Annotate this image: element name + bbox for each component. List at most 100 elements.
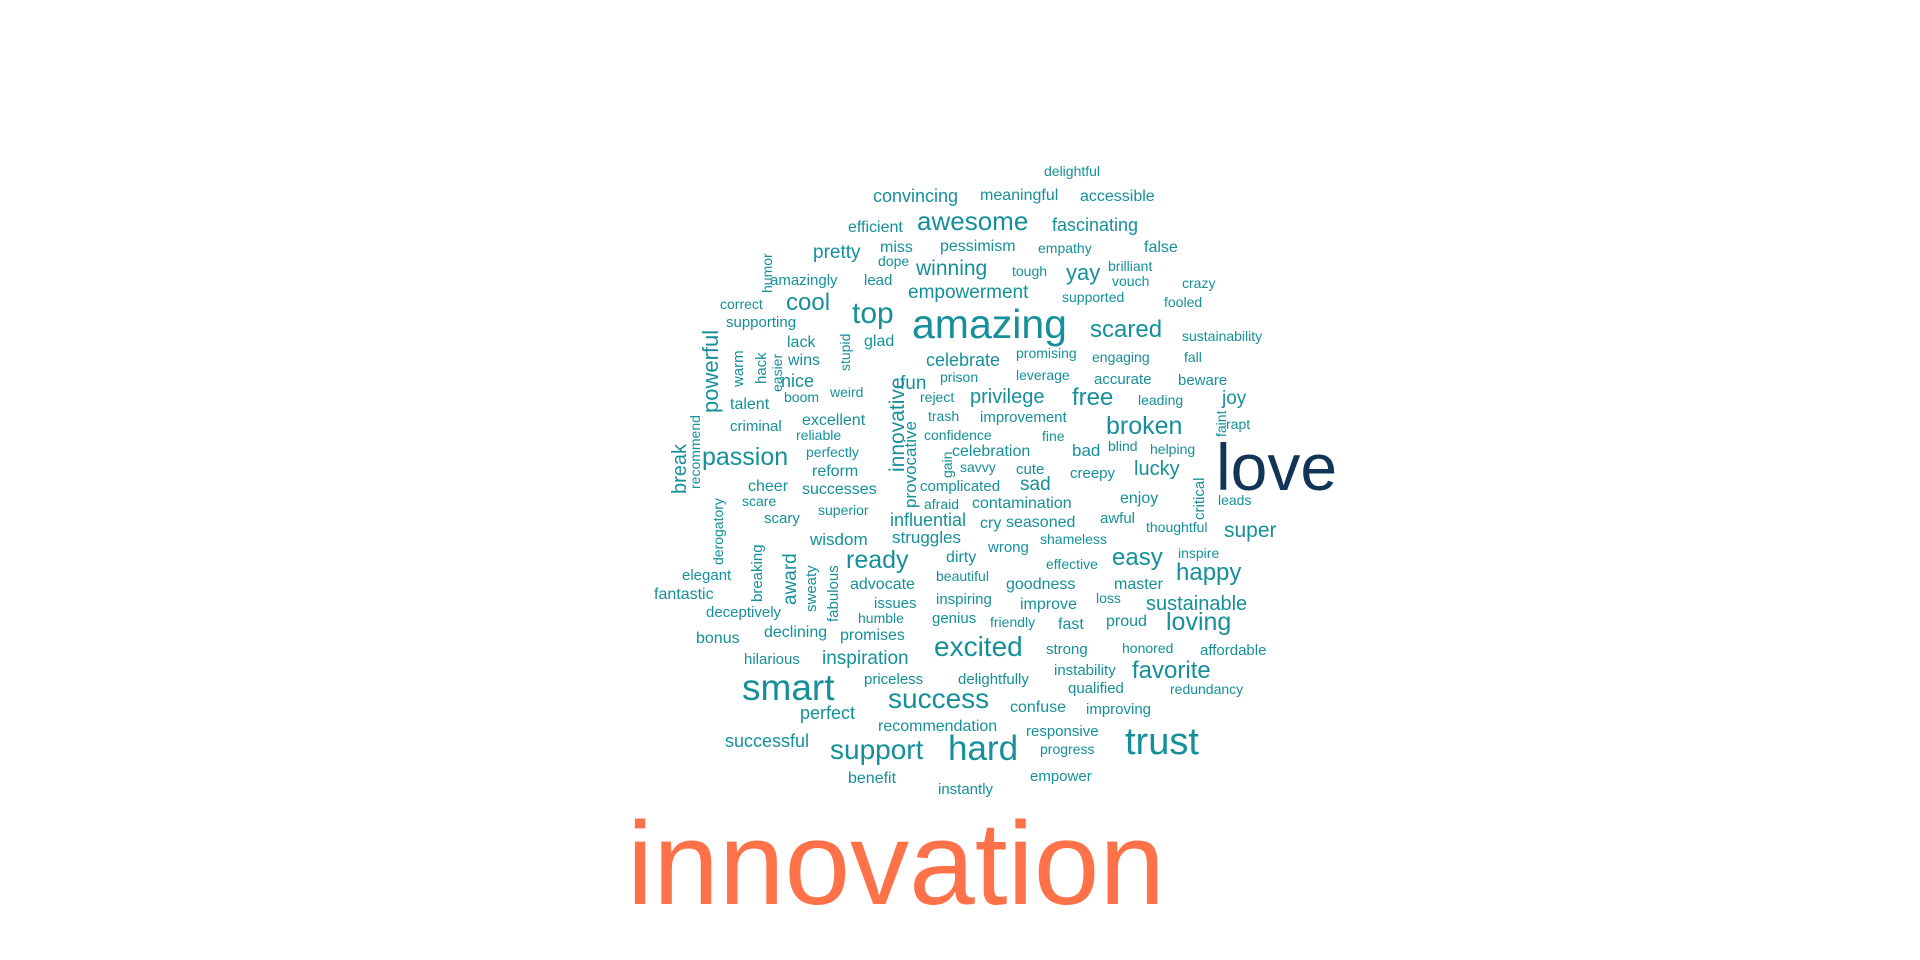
word-excellent: excellent	[802, 412, 866, 429]
word-warm: warm	[730, 350, 747, 388]
word-sad: sad	[1020, 474, 1051, 495]
word-reform: reform	[812, 463, 858, 480]
word-issues: issues	[874, 595, 917, 612]
word-smart: smart	[742, 667, 835, 708]
word-successful: successful	[725, 731, 809, 751]
word-trash: trash	[928, 408, 959, 424]
word-deceptively: deceptively	[706, 604, 782, 621]
word-fast: fast	[1058, 616, 1084, 633]
word-delightfully: delightfully	[958, 671, 1029, 688]
word-cloud-words: innovation love amazing smart trust hard succe…	[627, 163, 1337, 930]
word-super: super	[1224, 519, 1277, 542]
word-sustainability: sustainability	[1182, 328, 1262, 344]
word-top: top	[852, 297, 894, 330]
word-excited: excited	[934, 631, 1023, 662]
word-beware: beware	[1178, 372, 1227, 389]
word-fantastic: fantastic	[654, 586, 714, 603]
word-sweaty: sweaty	[803, 565, 820, 612]
word-hilarious: hilarious	[744, 651, 800, 668]
word-redundancy: redundancy	[1170, 681, 1243, 697]
word-supporting: supporting	[726, 314, 796, 331]
word-breaking: breaking	[749, 544, 766, 602]
word-cheer: cheer	[748, 478, 789, 495]
word-humble: humble	[858, 610, 904, 626]
word-struggles: struggles	[892, 528, 961, 547]
word-boom: boom	[784, 389, 819, 405]
word-humor: humor	[759, 253, 775, 293]
word-thoughtful: thoughtful	[1146, 519, 1208, 535]
word-favorite: favorite	[1132, 657, 1211, 684]
word-supported: supported	[1062, 289, 1124, 305]
word-helping: helping	[1150, 441, 1195, 457]
word-broken: broken	[1106, 412, 1182, 440]
word-inspiration: inspiration	[822, 648, 909, 669]
word-powerful: powerful	[698, 330, 723, 413]
word-recommend: recommend	[687, 415, 703, 489]
word-derogatory: derogatory	[710, 498, 726, 565]
word-accessible: accessible	[1080, 188, 1155, 205]
word-weird: weird	[829, 384, 863, 400]
word-cry: cry	[980, 515, 1001, 532]
word-fabulous: fabulous	[825, 565, 842, 622]
word-goodness: goodness	[1006, 576, 1075, 593]
word-awful: awful	[1100, 510, 1135, 527]
word-joy: joy	[1221, 388, 1247, 409]
word-promises: promises	[840, 627, 905, 644]
word-wins: wins	[787, 352, 820, 369]
word-free: free	[1072, 384, 1113, 411]
word-genius: genius	[932, 610, 976, 627]
word-provocative: provocative	[901, 421, 920, 508]
word-success: success	[888, 683, 989, 714]
word-empathy: empathy	[1038, 240, 1092, 256]
word-critical: critical	[1191, 477, 1208, 520]
word-advocate: advocate	[850, 576, 915, 593]
word-efficient: efficient	[848, 219, 903, 236]
word-instantly: instantly	[938, 781, 994, 798]
word-accurate: accurate	[1094, 371, 1152, 388]
word-proud: proud	[1106, 613, 1147, 630]
word-dirty: dirty	[946, 549, 976, 566]
word-affordable: affordable	[1200, 642, 1266, 659]
word-trust: trust	[1125, 721, 1199, 763]
word-awesome: awesome	[917, 206, 1028, 236]
word-improve: improve	[1020, 596, 1077, 613]
word-responsive: responsive	[1026, 723, 1099, 740]
word-reliable: reliable	[796, 427, 841, 443]
word-wisdom: wisdom	[809, 530, 868, 549]
word-promising: promising	[1016, 345, 1077, 361]
word-award: award	[780, 553, 801, 605]
word-benefit: benefit	[848, 770, 897, 787]
word-amazing: amazing	[912, 301, 1067, 347]
word-scary: scary	[764, 510, 800, 527]
word-passion: passion	[702, 443, 788, 471]
word-priceless: priceless	[864, 671, 923, 688]
word-talent: talent	[730, 396, 770, 413]
word-effective: effective	[1046, 556, 1098, 572]
word-shameless: shameless	[1040, 531, 1107, 547]
word-support: support	[830, 734, 924, 765]
word-recommendation: recommendation	[878, 718, 997, 735]
word-brilliant: brilliant	[1108, 258, 1152, 274]
word-fall: fall	[1184, 349, 1202, 365]
word-afraid: afraid	[924, 496, 959, 512]
word-inspire: inspire	[1178, 545, 1219, 561]
word-reject: reject	[920, 389, 954, 405]
word-lack: lack	[787, 334, 816, 351]
word-nice: nice	[781, 371, 814, 391]
word-master: master	[1114, 576, 1164, 593]
word-glad: glad	[864, 333, 894, 350]
word-crazy: crazy	[1182, 275, 1215, 291]
word-rapt: rapt	[1226, 416, 1250, 432]
word-faint: faint	[1213, 410, 1229, 437]
word-instability: instability	[1054, 662, 1116, 679]
word-criminal: criminal	[730, 418, 782, 435]
word-meaningful: meaningful	[980, 187, 1058, 204]
word-vouch: vouch	[1112, 273, 1149, 289]
word-tough: tough	[1012, 263, 1047, 279]
word-innovation: innovation	[627, 798, 1165, 930]
word-fun: fun	[900, 373, 926, 394]
word-bad: bad	[1072, 441, 1100, 460]
word-improvement: improvement	[980, 409, 1068, 426]
word-contamination: contamination	[972, 495, 1072, 512]
